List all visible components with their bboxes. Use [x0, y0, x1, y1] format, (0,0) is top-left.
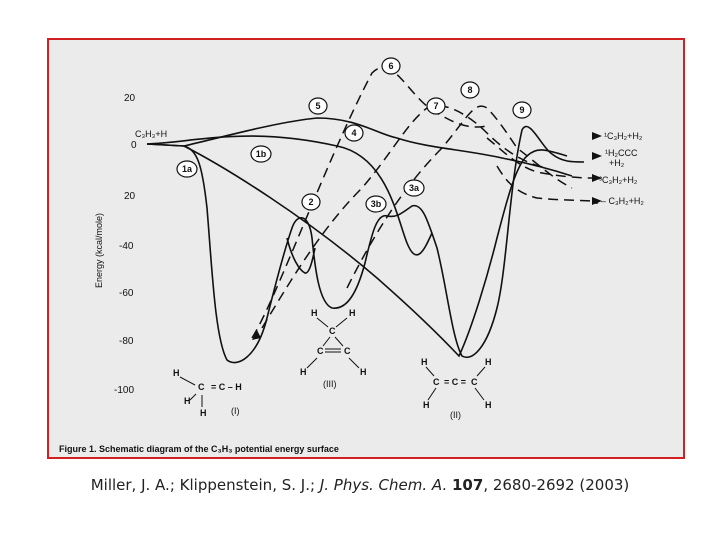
svg-text:H: H	[173, 368, 180, 378]
svg-text:H: H	[421, 357, 428, 367]
dashed-path-6	[251, 66, 488, 339]
structure-I: H C = C – H H H (I)	[173, 368, 242, 418]
state-8-circle	[460, 81, 480, 99]
figure-frame	[47, 38, 685, 459]
y-axis-label: Energy (kcal/mole)	[94, 213, 104, 288]
svg-text:H: H	[360, 367, 367, 377]
state-7-label: 7	[433, 101, 438, 111]
arrow-head	[592, 174, 602, 182]
arrow-head	[592, 152, 602, 160]
y-tick-label: 20	[124, 93, 136, 104]
y-tick-label: -60	[119, 288, 134, 299]
structure-III: H H C C C H H (III)	[300, 308, 367, 389]
path-to-well-II	[146, 143, 568, 358]
y-tick-label: 20	[124, 191, 136, 202]
structure-II: H H C = C = C H H (II)	[421, 357, 492, 420]
svg-text:H: H	[485, 357, 492, 367]
state-1b-circle	[250, 145, 272, 163]
y-tick-label: -80	[119, 336, 134, 347]
svg-text:C: C	[329, 326, 336, 336]
path-to-well-III	[286, 237, 316, 274]
product-label: +H₂	[609, 158, 625, 168]
state-6-circle	[381, 57, 401, 75]
state-1a-circle	[176, 160, 198, 178]
state-3a-circle	[403, 179, 425, 197]
state-5-circle	[308, 97, 328, 115]
svg-text:H: H	[485, 400, 492, 410]
state-3b-circle	[365, 195, 387, 213]
path-upper-4	[146, 135, 433, 256]
arrow-head	[252, 330, 261, 340]
state-7-circle	[426, 97, 446, 115]
state-9-circle	[512, 101, 532, 119]
svg-text:C: C	[198, 382, 205, 392]
dashed-path-7	[261, 104, 548, 329]
svg-text:H: H	[300, 367, 307, 377]
state-8-label: 8	[467, 85, 472, 95]
state-2-label: 2	[308, 197, 313, 207]
state-4-circle	[344, 124, 364, 142]
path-to-well-I	[146, 125, 585, 364]
product-label: ¹H₂CCC	[605, 148, 638, 158]
product-label: ³C₃H₂+H₂	[599, 175, 638, 185]
product-label: ¹C₃H₂+H₂	[604, 131, 643, 141]
state-2-circle	[301, 193, 321, 211]
svg-text:C: C	[344, 346, 351, 356]
state-5-label: 5	[315, 101, 320, 111]
figure-caption: Figure 1. Schematic diagram of the C₃H₃ …	[59, 444, 339, 454]
svg-text:= C – H: = C – H	[211, 382, 242, 392]
svg-text:H: H	[349, 308, 356, 318]
svg-text:= C =: = C =	[444, 377, 466, 387]
potential-energy-diagram: Energy (kcal/mole) 20 0 20 -40 -60 -80 -…	[59, 57, 644, 454]
svg-text:H: H	[423, 400, 430, 410]
reactant-label: C₃H₃+H	[135, 129, 167, 139]
state-1a-label: 1a	[182, 164, 193, 174]
dashed-path-to-products	[486, 137, 593, 179]
svg-text:(II): (II)	[450, 410, 461, 420]
state-9-label: 9	[519, 105, 524, 115]
arrow-head	[592, 197, 602, 205]
citation-authors: Miller, J. A.; Klippenstein, S. J.;	[90, 476, 320, 494]
svg-text:C: C	[317, 346, 324, 356]
dashed-path-c-C3H2	[496, 165, 593, 202]
y-tick-label: -40	[119, 241, 134, 252]
svg-text:(III): (III)	[323, 379, 337, 389]
svg-text:H: H	[311, 308, 318, 318]
svg-text:H: H	[200, 408, 207, 418]
y-tick-label: -100	[114, 385, 134, 396]
product-label: c – C₃H₂+H₂	[594, 196, 644, 206]
state-6-label: 6	[388, 61, 393, 71]
y-tick-label: 0	[131, 140, 137, 151]
citation-journal: J. Phys. Chem. A.	[319, 476, 448, 494]
citation-volume: 107	[452, 476, 484, 494]
svg-text:C: C	[471, 377, 478, 387]
svg-text:(I): (I)	[231, 406, 240, 416]
state-4-label: 4	[351, 128, 356, 138]
arrow-head	[592, 132, 602, 140]
citation: Miller, J. A.; Klippenstein, S. J.; J. P…	[0, 476, 720, 494]
state-1b-label: 1b	[256, 149, 267, 159]
svg-text:H: H	[184, 396, 191, 406]
svg-text:C: C	[433, 377, 440, 387]
state-3b-label: 3b	[371, 199, 382, 209]
citation-pages: , 2680-2692 (2003)	[483, 476, 630, 494]
state-3a-label: 3a	[409, 183, 420, 193]
dashed-path-8	[346, 105, 573, 289]
